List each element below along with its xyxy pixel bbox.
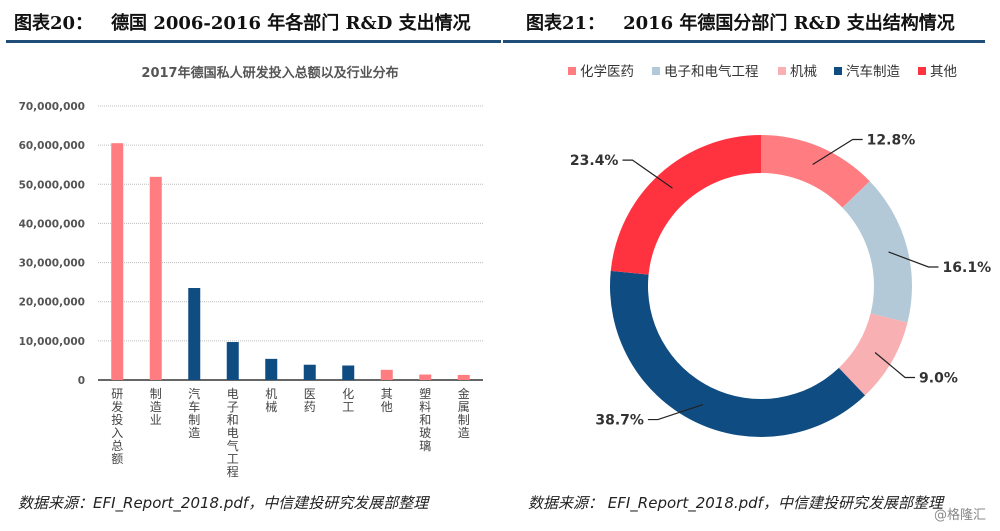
leader-line — [888, 251, 939, 268]
bar — [419, 374, 432, 380]
left-title-rule — [6, 40, 501, 43]
donut-slice — [610, 270, 866, 437]
y-tick-label: 40,000,000 — [19, 218, 85, 230]
y-tick-label: 50,000,000 — [19, 179, 85, 191]
data-label: 16.1% — [943, 260, 992, 276]
x-tick-label: 化工 — [342, 387, 354, 414]
bar-chart: 2017年德国私人研发投入总额以及行业分布 0 10,000,000 20,000,… — [19, 65, 483, 479]
legend-label: 机械 — [790, 64, 817, 80]
y-tick-label: 30,000,000 — [19, 258, 85, 270]
watermark: @格隆汇 — [933, 508, 986, 523]
x-tick-label: 制造业 — [150, 387, 162, 427]
bar — [265, 358, 278, 380]
bar — [188, 288, 201, 380]
legend-swatch — [568, 67, 576, 75]
right-figure-number: 图表21： — [526, 13, 606, 34]
right-title-rule — [503, 40, 985, 43]
legend-label: 化学医药 — [580, 64, 634, 80]
data-label: 23.4% — [570, 153, 619, 169]
bar — [303, 364, 316, 380]
data-label: 12.8% — [867, 133, 916, 149]
x-tick-label: 塑料和玻璃 — [419, 386, 431, 453]
legend-swatch — [778, 67, 786, 75]
left-figure-number: 图表20： — [14, 13, 94, 34]
y-tick-label: 20,000,000 — [19, 297, 85, 309]
donut-slice — [838, 313, 908, 396]
donut-slice — [761, 135, 870, 208]
x-tick-label: 研发投入总额 — [111, 387, 123, 466]
donut-chart: 化学医药 电子和电气工程 机械 汽车制造 其他 12.8% 16.1% 9.0% 38.7% 2… — [568, 63, 992, 437]
legend-swatch — [652, 67, 660, 75]
y-tick-label: 70,000,000 — [19, 101, 85, 113]
bar — [380, 369, 393, 380]
legend-label: 其他 — [930, 64, 957, 80]
legend-swatch — [918, 67, 926, 75]
bar — [111, 143, 124, 380]
right-figure-caption: 2016 年德国分部门 R&D 支出结构情况 — [623, 13, 955, 34]
right-figure-title: 图表21： 2016 年德国分部门 R&D 支出结构情况 — [526, 9, 955, 35]
y-tick-label: 60,000,000 — [19, 140, 85, 152]
data-label: 38.7% — [595, 413, 644, 429]
donut-slice — [842, 181, 912, 323]
leader-line — [622, 159, 673, 189]
legend-swatch — [834, 67, 842, 75]
x-tick-label: 医药 — [304, 387, 316, 414]
left-figure-title: 图表20： 德国 2006-2016 年各部门 R&D 支出情况 — [14, 9, 471, 35]
left-data-source: 数据来源：EFI_Report_2018.pdf，中信建投研究发展部整理 — [18, 494, 429, 512]
bar — [226, 342, 239, 380]
bar — [457, 374, 470, 380]
bar — [149, 176, 162, 380]
donut-slice — [610, 135, 761, 275]
x-tick-label: 汽车制造 — [188, 386, 200, 440]
x-tick-label: 金属制造 — [458, 386, 470, 440]
bar — [342, 365, 355, 380]
legend-label: 汽车制造 — [846, 63, 900, 80]
left-figure-caption: 德国 2006-2016 年各部门 R&D 支出情况 — [111, 13, 471, 34]
x-tick-label: 机械 — [265, 387, 277, 414]
leader-line — [812, 138, 863, 166]
bar-chart-title: 2017年德国私人研发投入总额以及行业分布 — [141, 65, 398, 81]
x-tick-label: 电子和电气工程 — [227, 387, 239, 479]
data-label: 9.0% — [919, 370, 958, 386]
leader-line — [647, 403, 704, 421]
x-tick-label: 其他 — [381, 387, 393, 414]
right-data-source: 数据来源： EFI_Report_2018.pdf，中信建投研究发展部整理 — [528, 494, 943, 512]
legend-label: 电子和电气工程 — [664, 64, 759, 80]
y-tick-label: 10,000,000 — [19, 336, 85, 348]
y-tick-label: 0 — [78, 375, 85, 387]
leader-line — [874, 352, 916, 379]
